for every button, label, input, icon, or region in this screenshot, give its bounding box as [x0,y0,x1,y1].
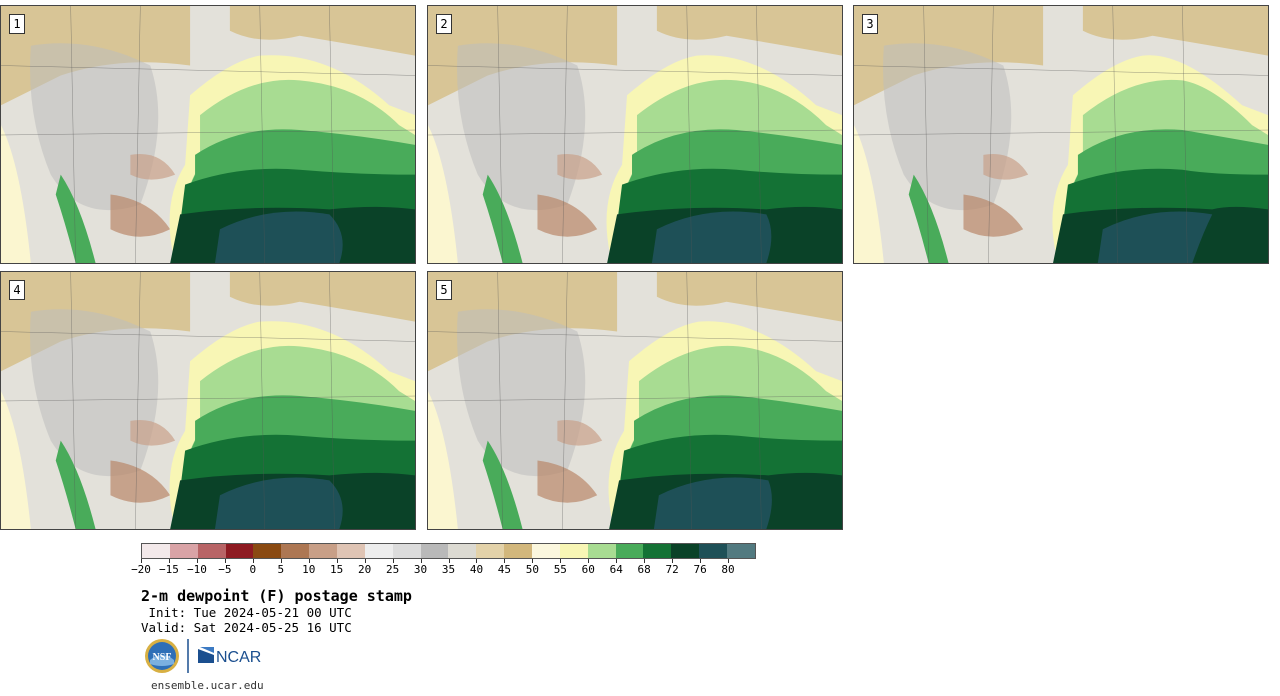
colorbar-tick-mark [364,559,366,563]
colorbar-tick-mark [476,559,478,563]
colorbar-ticks: −20 −15 −10 −5 0 5 10 15 20 25 30 35 40 45 50 55 60 64 68 7… [0,559,800,577]
colorbar-swatch [476,544,505,558]
colorbar-tick-label: 55 [553,563,567,576]
colorbar-tick-mark [168,559,170,563]
colorbar-tick-mark [252,559,254,563]
stamp-2[interactable]: 2 [427,5,843,264]
logos: NSF NCAR [144,637,284,675]
stamp-number: 3 [862,14,878,34]
colorbar-tick-label: −5 [218,563,232,576]
stamp-1[interactable]: 1 [0,5,416,264]
colorbar-swatch [643,544,672,558]
colorbar-tick-mark [141,559,142,563]
colorbar-swatch [559,544,588,558]
colorbar-swatch [671,544,700,558]
valid-time: Valid: Sat 2024-05-25 16 UTC [141,620,352,635]
stamp-number: 4 [9,280,25,300]
colorbar-swatch [337,544,365,558]
colorbar-tick-mark [392,559,394,563]
colorbar-tick-mark [532,559,534,563]
colorbar-tick-label: 45 [497,563,512,576]
stamp-4[interactable]: 4 [0,271,416,530]
colorbar-swatch [142,544,170,558]
colorbar-tick-label: 68 [637,563,651,576]
colorbar-tick-mark [448,559,450,563]
colorbar-tick-label: 72 [665,563,679,576]
dewpoint-map-3 [854,6,1268,263]
colorbar-swatch [420,544,449,558]
colorbar-swatch [169,544,198,558]
colorbar-tick-mark [700,559,702,563]
colorbar-swatch [532,544,560,558]
ncar-logo-text: NCAR [216,649,261,666]
dewpoint-map-1 [1,6,415,263]
colorbar-swatch [727,544,755,558]
colorbar-tick-mark [616,559,618,563]
colorbar-tick-label: 0 [249,563,257,576]
colorbar-tick-mark [196,559,198,563]
dewpoint-map-2 [428,6,842,263]
colorbar-tick-label: 80 [721,563,735,576]
colorbar-tick-label: 76 [693,563,707,576]
colorbar-swatch [225,544,254,558]
colorbar-tick-mark [420,559,422,563]
colorbar-tick-mark [336,559,338,563]
stamp-number: 5 [436,280,452,300]
colorbar-tick-label: 50 [525,563,539,576]
nsf-logo-icon: NSF [145,639,179,673]
colorbar-tick-label: 25 [385,563,400,576]
colorbar-tick-label: −15 [159,563,179,576]
dewpoint-map-5 [428,272,842,529]
colorbar-tick-label: 40 [469,563,484,576]
stamp-number: 2 [436,14,452,34]
stamp-3[interactable]: 3 [853,5,1269,264]
colorbar-swatch [281,544,310,558]
colorbar-swatch [197,544,226,558]
dewpoint-map-4 [1,272,415,529]
colorbar-tick-mark [224,559,226,563]
stamp-number: 1 [9,14,25,34]
colorbar-tick-mark [560,559,562,563]
init-time: Init: Tue 2024-05-21 00 UTC [141,605,352,620]
stamp-5[interactable]: 5 [427,271,843,530]
colorbar-tick-label: 64 [609,563,623,576]
colorbar-swatch [364,544,393,558]
colorbar-tick-label: 5 [277,563,285,576]
colorbar-tick-mark [728,559,730,563]
colorbar-swatch [504,544,533,558]
colorbar-tick-mark [672,559,674,563]
colorbar-tick-mark [588,559,590,563]
colorbar-tick-mark [644,559,646,563]
colorbar-tick-mark [308,559,310,563]
colorbar-tick-label: −10 [186,563,207,576]
colorbar-tick-mark [280,559,282,563]
ncar-logo-icon: NCAR [198,647,261,666]
colorbar-tick-label: 15 [330,563,344,576]
colorbar-tick-mark [504,559,506,563]
website-url: ensemble.ucar.edu [151,679,264,692]
colorbar-swatch [448,544,477,558]
colorbar-tick-label: 35 [441,563,456,576]
colorbar-swatch [615,544,644,558]
colorbar-swatch [587,544,616,558]
colorbar-tick-label: −20 [131,563,151,576]
colorbar-tick-label: 60 [581,563,595,576]
colorbar-swatch [699,544,728,558]
figure-title: 2-m dewpoint (F) postage stamp [141,587,412,605]
colorbar-tick-label: 30 [413,563,428,576]
nsf-logo-text: NSF [153,652,172,663]
colorbar-swatch [392,544,421,558]
colorbar-swatch [309,544,338,558]
colorbar [141,543,756,559]
colorbar-swatch [253,544,282,558]
colorbar-tick-label: 20 [358,563,372,576]
colorbar-tick-label: 10 [302,563,316,576]
